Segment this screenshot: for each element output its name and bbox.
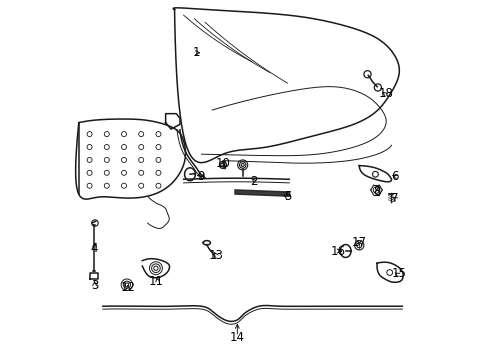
Text: 8: 8: [373, 185, 380, 198]
Text: 12: 12: [120, 281, 135, 294]
Text: 7: 7: [390, 192, 398, 205]
Text: 10: 10: [215, 157, 230, 170]
Text: 1: 1: [192, 46, 200, 59]
Text: 9: 9: [197, 170, 205, 183]
Text: 11: 11: [149, 275, 164, 288]
Text: 17: 17: [351, 236, 366, 249]
Text: 14: 14: [229, 331, 244, 344]
Text: 4: 4: [91, 242, 98, 255]
Text: 16: 16: [329, 245, 345, 258]
Text: 18: 18: [378, 87, 393, 100]
Text: 3: 3: [91, 279, 98, 292]
Text: 13: 13: [208, 249, 223, 262]
Text: 6: 6: [390, 170, 398, 183]
Text: 5: 5: [283, 190, 291, 203]
Text: 2: 2: [249, 175, 257, 188]
Text: 15: 15: [390, 267, 406, 280]
